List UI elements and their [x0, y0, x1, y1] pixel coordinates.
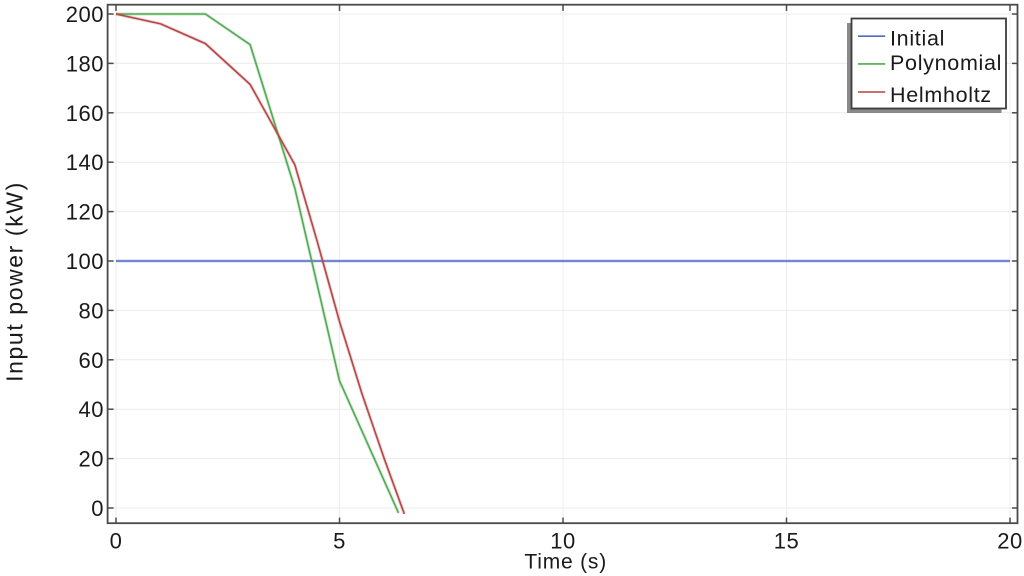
svg-text:80: 80	[79, 298, 104, 323]
svg-text:15: 15	[774, 529, 799, 554]
svg-text:Time (s): Time (s)	[524, 551, 607, 574]
svg-text:20: 20	[79, 447, 104, 472]
svg-text:60: 60	[79, 348, 104, 373]
svg-text:5: 5	[333, 529, 346, 554]
svg-text:Input power (kW): Input power (kW)	[1, 181, 27, 382]
svg-text:140: 140	[66, 150, 104, 175]
svg-text:Polynomial: Polynomial	[890, 51, 1002, 75]
svg-text:160: 160	[66, 101, 104, 126]
svg-text:0: 0	[91, 496, 104, 521]
svg-text:100: 100	[66, 249, 104, 274]
svg-text:10: 10	[550, 529, 575, 554]
svg-text:180: 180	[66, 51, 104, 76]
svg-text:Helmholtz: Helmholtz	[890, 83, 992, 107]
svg-text:0: 0	[110, 529, 123, 554]
svg-text:200: 200	[66, 2, 104, 27]
svg-text:Initial: Initial	[890, 27, 945, 51]
svg-text:120: 120	[66, 200, 104, 225]
svg-text:20: 20	[997, 529, 1022, 554]
svg-text:40: 40	[79, 397, 104, 422]
